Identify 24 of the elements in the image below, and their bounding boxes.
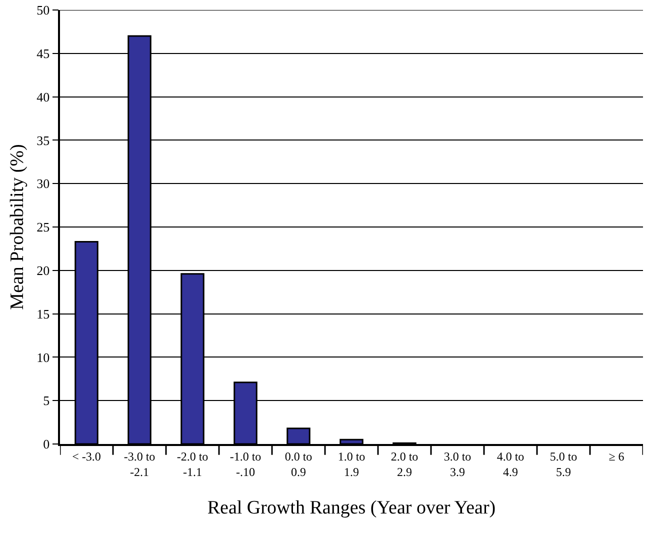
y-tick-label: 25 xyxy=(36,220,50,235)
x-tick-label: 2.0 to 2.9 xyxy=(390,449,418,479)
y-tick-label: 40 xyxy=(36,89,50,104)
x-tick-label: -3.0 to -2.1 xyxy=(124,449,156,479)
y-tick-label: 45 xyxy=(36,46,50,61)
y-tick-label: 10 xyxy=(36,350,50,365)
x-tick-label: 1.0 to 1.9 xyxy=(338,449,366,479)
x-tick-label: -1.0 to -.10 xyxy=(230,449,262,479)
x-tick-label: 5.0 to 5.9 xyxy=(550,449,578,479)
x-tick-label: < -3.0 xyxy=(72,449,101,464)
x-axis-title: Real Growth Ranges (Year over Year) xyxy=(207,497,496,518)
y-tick-label: 5 xyxy=(43,393,50,408)
y-tick-label: 30 xyxy=(36,176,50,192)
y-tick-label: 35 xyxy=(36,132,50,148)
x-tick-label: 4.0 to 4.9 xyxy=(496,449,524,479)
y-tick-label: 0 xyxy=(43,436,50,452)
y-tick-label: 50 xyxy=(36,2,50,18)
y-tick-label: 15 xyxy=(36,306,50,322)
y-tick-label: 20 xyxy=(36,262,50,278)
x-tick-label: 3.0 to 3.9 xyxy=(444,449,472,479)
x-tick-label: ≥ 6 xyxy=(608,449,624,464)
y-axis-title: Mean Probability (%) xyxy=(7,144,28,310)
x-tick-label: 0.0 to 0.9 xyxy=(284,449,312,479)
x-tick-label: -2.0 to -1.1 xyxy=(176,449,208,479)
